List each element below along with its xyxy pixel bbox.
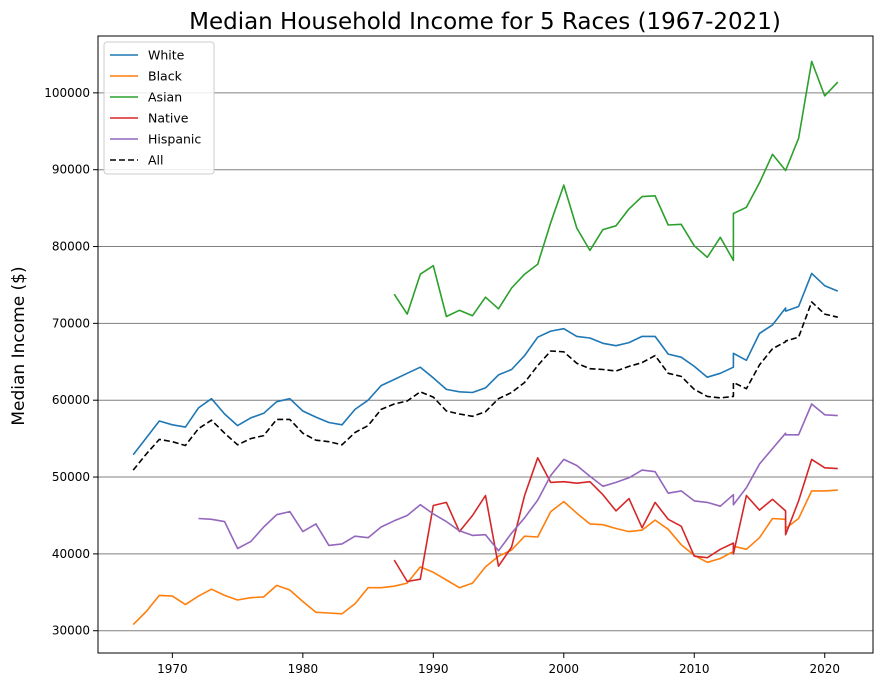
x-tick-label: 1980	[288, 662, 319, 676]
y-tick-label: 60000	[52, 393, 90, 407]
x-tick-label: 1990	[418, 662, 449, 676]
y-tick-label: 80000	[52, 240, 90, 254]
y-tick-label: 30000	[52, 624, 90, 638]
x-tick-label: 2000	[549, 662, 580, 676]
series-line-all	[132, 301, 838, 471]
y-axis-label: Median Income ($)	[9, 266, 29, 425]
legend: White Black Asian Native Hispanic All	[103, 41, 215, 175]
y-tick-label: 70000	[52, 316, 90, 330]
series-line-hispanic	[198, 403, 838, 552]
legend-label-asian: Asian	[148, 90, 182, 105]
series-lines	[132, 60, 839, 626]
chart-title: Median Household Income for 5 Races (196…	[189, 9, 781, 35]
y-tick-label: 100000	[44, 86, 90, 100]
gridlines	[98, 92, 873, 632]
y-tick-label: 50000	[52, 470, 90, 484]
legend-label-white: White	[148, 48, 185, 63]
x-tick-label: 2010	[679, 662, 710, 676]
y-tick-label: 40000	[52, 547, 90, 561]
legend-label-native: Native	[148, 111, 189, 126]
series-line-white	[132, 272, 839, 456]
legend-label-hispanic: Hispanic	[148, 132, 201, 147]
series-line-asian	[393, 60, 839, 318]
y-tick-label: 90000	[52, 163, 90, 177]
x-tick-label: 1970	[157, 662, 188, 676]
x-tick-label: 2020	[809, 662, 840, 676]
series-line-black	[132, 489, 838, 626]
legend-box	[103, 41, 215, 175]
axis-ticks: 30000 40000 50000 60000 70000 80000 90000 10000…	[44, 86, 840, 676]
plot-frame	[97, 35, 874, 654]
series-line-native	[393, 457, 838, 583]
legend-label-black: Black	[148, 69, 183, 84]
legend-label-all: All	[148, 153, 164, 168]
